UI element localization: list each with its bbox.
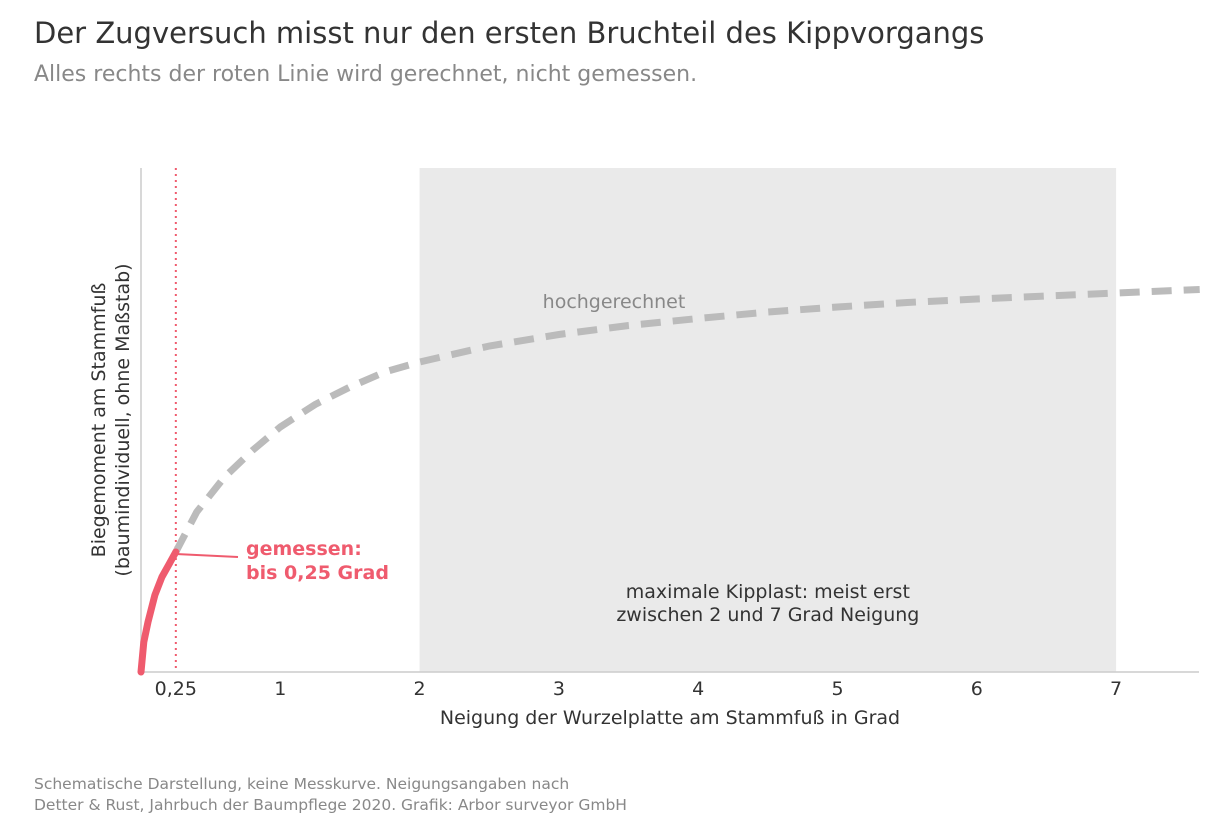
y-axis-label-line2: (baumindividuell, ohne Maßstab) — [112, 263, 134, 576]
extrapolated-label: hochgerechnet — [543, 291, 686, 313]
x-tick-label: 1 — [274, 678, 286, 700]
source-note-line1: Schematische Darstellung, keine Messkurv… — [34, 775, 570, 793]
x-tick-label: 0,25 — [155, 678, 197, 700]
measured-label-line1: gemessen: — [246, 538, 362, 560]
source-note-line2: Detter & Rust, Jahrbuch der Baumpflege 2… — [34, 796, 627, 814]
chart-subtitle: Alles rechts der roten Linie wird gerech… — [34, 62, 698, 87]
x-tick-label: 6 — [971, 678, 983, 700]
band-label-line1: maximale Kipplast: meist erst — [626, 581, 910, 603]
measured-callout-line — [175, 553, 239, 558]
x-tick-label: 2 — [414, 678, 426, 700]
max-tipping-load-band — [419, 168, 1117, 672]
band-label-line2: zwischen 2 und 7 Grad Neigung — [616, 604, 919, 626]
source-note: Schematische Darstellung, keine Messkurv… — [34, 774, 627, 816]
x-tick-labels: 0,25 1 2 3 4 5 6 7 — [155, 678, 1122, 700]
x-tick-label: 5 — [831, 678, 843, 700]
extrapolated-curve — [172, 286, 1200, 554]
x-tick-label: 7 — [1110, 678, 1122, 700]
y-axis-label-line1: Biegemoment am Stammfuß — [88, 283, 110, 558]
measured-label-line2: bis 0,25 Grad — [246, 562, 389, 584]
chart-title: Der Zugversuch misst nur den ersten Bruc… — [34, 16, 985, 50]
x-tick-label: 4 — [692, 678, 704, 700]
measured-curve — [137, 548, 180, 676]
x-axis-label: Neigung der Wurzelplatte am Stammfuß in … — [440, 707, 900, 729]
x-tick-label: 3 — [553, 678, 565, 700]
